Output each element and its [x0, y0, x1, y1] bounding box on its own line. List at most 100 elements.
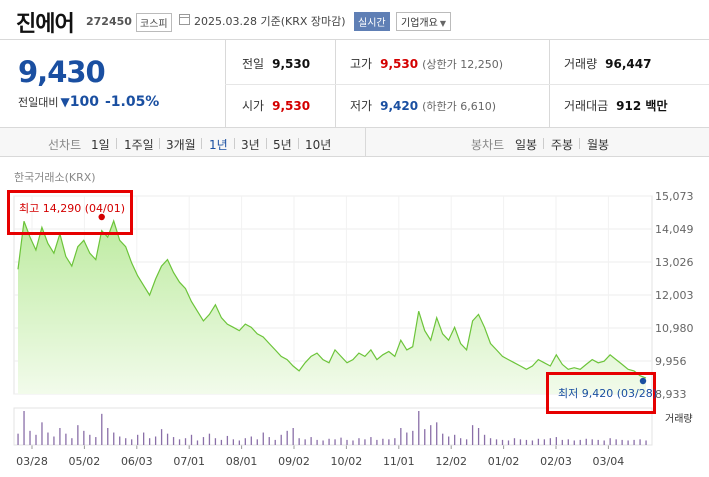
- period-1y[interactable]: 1년: [209, 138, 228, 152]
- volume-bar: [465, 439, 468, 445]
- volume-bar: [645, 440, 647, 445]
- stat-open-value: 9,530: [272, 99, 311, 113]
- volume-bar: [178, 439, 181, 445]
- stat-volume-label: 거래량: [564, 57, 598, 71]
- volume-bar: [621, 439, 623, 445]
- y-tick-label: 15,073: [655, 190, 694, 203]
- volume-bar: [125, 438, 127, 445]
- base-date: 2025.03.28 기준(KRX 장마감): [194, 15, 346, 28]
- company-info-dropdown[interactable]: 기업개요 ▼: [396, 12, 451, 31]
- volume-bar: [639, 439, 641, 445]
- period-3m[interactable]: 3개월: [166, 138, 196, 152]
- stat-prev-label: 전일: [242, 57, 265, 71]
- volume-bar: [483, 434, 486, 445]
- volume-bar: [53, 436, 55, 445]
- stat-amount: 거래대금 912 백만: [564, 97, 667, 114]
- x-tick-label: 05/02: [69, 455, 101, 468]
- low-highlight-box: [546, 372, 656, 414]
- volume-label: 거래량: [665, 414, 693, 425]
- period-10y[interactable]: 10년: [305, 138, 332, 152]
- volume-bar: [418, 411, 420, 445]
- volume-bar: [543, 439, 546, 445]
- volume-bar: [113, 432, 115, 445]
- volume-bar: [250, 436, 252, 445]
- volume-bar: [328, 438, 330, 445]
- volume-bar: [131, 439, 133, 445]
- y-tick-label: 9,956: [655, 355, 687, 368]
- divider: [365, 128, 366, 157]
- stat-lower-limit: (하한가 6,610): [422, 100, 496, 113]
- candle-weekly[interactable]: 주봉: [551, 138, 574, 152]
- volume-bar: [567, 439, 569, 445]
- volume-bar: [160, 429, 163, 445]
- volume-bar: [370, 437, 372, 445]
- volume-bar: [298, 438, 300, 445]
- stat-high: 고가 9,530 (상한가 12,250): [350, 55, 503, 72]
- volume-bar: [214, 438, 217, 445]
- candle-monthly[interactable]: 월봉: [587, 138, 610, 152]
- volume-bar: [459, 438, 462, 445]
- period-5y[interactable]: 5년: [273, 138, 292, 152]
- high-marker: [98, 213, 105, 221]
- y-tick-label: 13,026: [655, 256, 694, 269]
- period-3y[interactable]: 3년: [241, 138, 260, 152]
- divider: [266, 138, 267, 149]
- volume-bar: [202, 437, 205, 445]
- x-tick-label: 12/02: [435, 455, 467, 468]
- volume-bar: [148, 438, 151, 445]
- volume-bar: [89, 434, 91, 445]
- volume-bar: [424, 429, 426, 445]
- period-1d[interactable]: 1일: [91, 138, 110, 152]
- volume-bar: [232, 439, 235, 445]
- stat-open: 시가 9,530: [242, 97, 310, 114]
- divider: [225, 40, 226, 127]
- chevron-down-icon: ▼: [439, 19, 446, 28]
- change-amount: 100: [69, 94, 99, 110]
- price-line: [17, 219, 647, 379]
- x-tick-label: 02/03: [540, 455, 572, 468]
- volume-bar: [101, 413, 103, 445]
- stat-amount-value: 912 백만: [616, 99, 668, 113]
- volume-bar: [549, 438, 552, 445]
- volume-bar: [364, 439, 366, 445]
- x-tick-label: 01/02: [488, 455, 520, 468]
- market-badge: 코스피: [136, 13, 172, 32]
- price-change: 전일대비 ▼100 -1.05%: [18, 94, 159, 110]
- change-label: 전일대비: [18, 96, 59, 109]
- price-chart[interactable]: 15,073 14,049 13,026 12,003 10,980 9,956 8,933…: [0, 180, 709, 477]
- stat-low: 저가 9,420 (하한가 6,610): [350, 97, 496, 114]
- stock-header: 진에어 272450 코스피 2025.03.28 기준(KRX 장마감) 실시…: [0, 0, 709, 40]
- candle-daily[interactable]: 일봉: [515, 138, 538, 152]
- current-price: 9,430: [18, 55, 106, 89]
- calendar-icon: [179, 14, 190, 25]
- volume-bar: [208, 433, 211, 445]
- volume-bar: [436, 422, 438, 445]
- stat-volume-value: 96,447: [605, 57, 652, 71]
- volume-bar: [346, 439, 348, 445]
- volume-bar: [280, 434, 282, 445]
- high-highlight-box: [7, 190, 133, 235]
- volume-bar: [573, 440, 575, 445]
- volume-bar: [220, 439, 223, 445]
- volume-bar: [585, 438, 587, 445]
- volume-bar: [23, 411, 25, 445]
- stat-prev-value: 9,530: [272, 57, 311, 71]
- volume-bar: [376, 439, 378, 445]
- line-chart-label: 선차트: [48, 138, 82, 152]
- period-1w[interactable]: 1주일: [124, 138, 154, 152]
- low-annotation: 최저 9,420 (03/28): [558, 387, 658, 400]
- divider: [116, 138, 117, 149]
- x-tick-label: 03/04: [593, 455, 625, 468]
- high-annotation: 최고 14,290 (04/01): [19, 202, 126, 215]
- low-marker: [639, 377, 647, 385]
- volume-bar: [477, 428, 480, 445]
- volume-bar: [184, 438, 187, 445]
- price-area: [18, 220, 646, 394]
- volume-bar: [17, 433, 19, 445]
- realtime-button[interactable]: 실시간: [354, 12, 390, 31]
- volume-frame: [13, 407, 653, 446]
- y-tick-label: 10,980: [655, 322, 694, 335]
- volume-bar: [244, 438, 246, 445]
- volume-bar: [448, 436, 450, 445]
- volume-bar: [262, 432, 264, 445]
